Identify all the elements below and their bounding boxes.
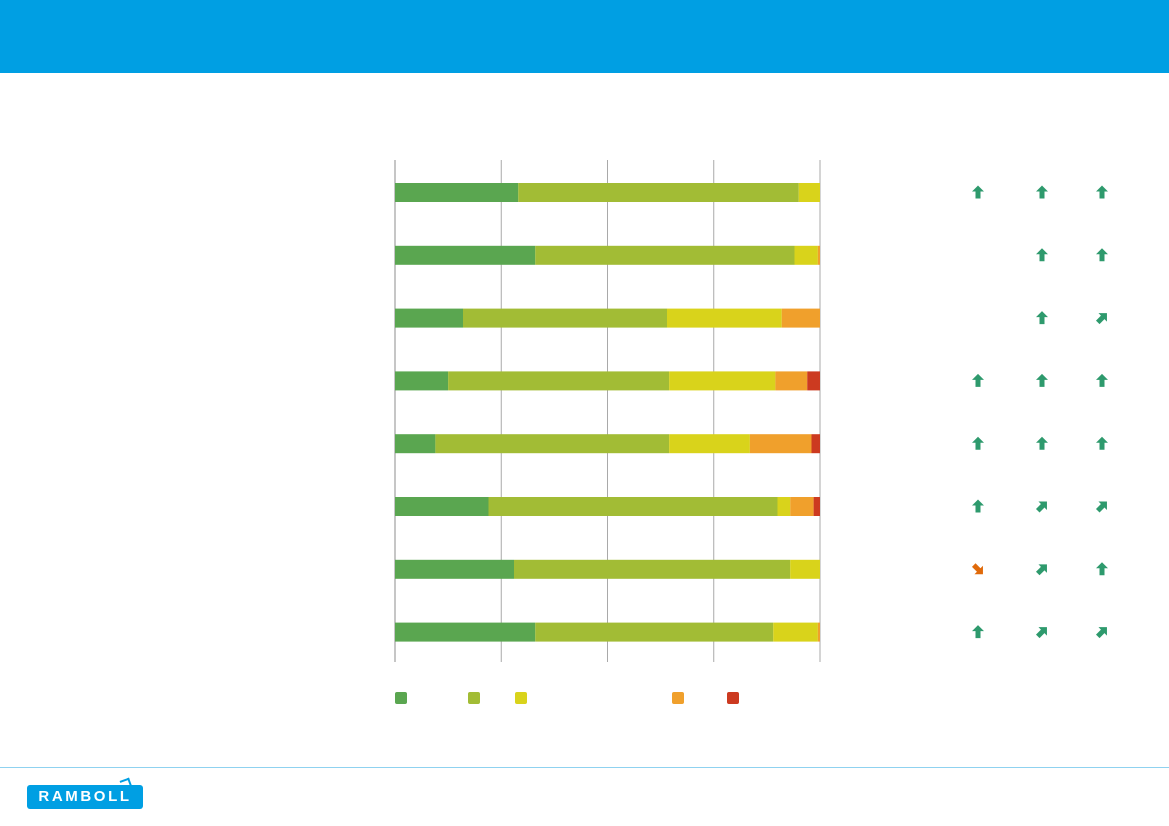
bar-segment-row7-series3 [790,559,820,579]
legend-swatch-series2 [468,692,480,704]
bar-segment-row8-series4 [817,622,820,642]
bar-segment-row5-series5 [811,434,820,454]
bar-segment-row8-series3 [773,622,818,642]
trend-up-arrow-icon [972,499,984,513]
bar-segment-row4-series3 [669,371,776,391]
trend-up-arrow-icon [1096,185,1108,199]
bar-segment-row6-series3 [777,497,791,516]
bar-segment-row6-series1 [395,497,489,516]
trend-up-arrow-icon [1096,562,1108,576]
trend-up-right-arrow-icon [1095,313,1107,325]
trend-up-arrow-icon [1036,373,1048,387]
bar-segment-row4-series5 [807,371,820,391]
bar-segment-row5-series2 [435,434,670,454]
trend-up-arrow-icon [1096,248,1108,262]
bar-segment-row4-series2 [448,371,670,391]
trend-up-arrow-icon [972,625,984,639]
bar-segment-row4-series1 [395,371,449,391]
trend-up-right-arrow-icon [1095,627,1107,639]
trend-up-arrow-icon [972,436,984,450]
bar-segment-row6-series4 [790,497,814,516]
ramboll-logo: RAMBOLL [27,777,143,809]
trend-up-right-arrow-icon [1035,564,1047,576]
trend-up-arrow-icon [972,185,984,199]
trend-up-right-arrow-icon [1095,501,1107,513]
bar-segment-row5-series3 [669,434,750,454]
bar-segment-row6-series5 [813,497,820,516]
bar-segment-row1-series3 [798,183,820,202]
legend-swatch-series1 [395,692,407,704]
trend-up-arrow-icon [1036,311,1048,325]
trend-up-arrow-icon [1036,248,1048,262]
footer-divider [0,767,1169,768]
bar-segment-row5-series1 [395,434,436,454]
trend-up-arrow-icon [1096,373,1108,387]
bar-segment-row1-series1 [395,183,519,202]
bar-segment-row5-series4 [749,434,812,454]
bar-segment-row4-series4 [775,371,808,391]
bar-segment-row2-series4 [817,245,820,265]
bar-segment-row8-series2 [535,622,774,642]
logo-text: RAMBOLL [38,788,132,805]
bar-segment-row3-series3 [667,308,782,328]
bar-segment-row2-series1 [395,245,536,265]
trend-up-arrow-icon [1096,436,1108,450]
trend-up-right-arrow-icon [1035,627,1047,639]
trend-down-right-arrow-icon [971,563,983,575]
bar-segment-row2-series2 [535,245,795,265]
bar-segment-row6-series2 [488,497,778,516]
bar-segment-row3-series1 [395,308,463,328]
bar-segment-row7-series1 [395,559,514,579]
trend-up-arrow-icon [1036,185,1048,199]
bar-segment-row1-series2 [518,183,799,202]
trend-up-arrow-icon [1036,436,1048,450]
trend-up-arrow-icon [972,373,984,387]
bar-segment-row3-series4 [781,308,820,328]
bar-segment-row3-series2 [463,308,667,328]
legend-swatch-series5 [727,692,739,704]
bar-segment-row2-series3 [794,245,818,265]
header-bar [0,0,1169,73]
bar-segment-row8-series1 [395,622,536,642]
trend-up-right-arrow-icon [1035,501,1047,513]
bar-segment-row7-series2 [514,559,791,579]
legend-swatch-series4 [672,692,684,704]
legend-swatch-series3 [515,692,527,704]
